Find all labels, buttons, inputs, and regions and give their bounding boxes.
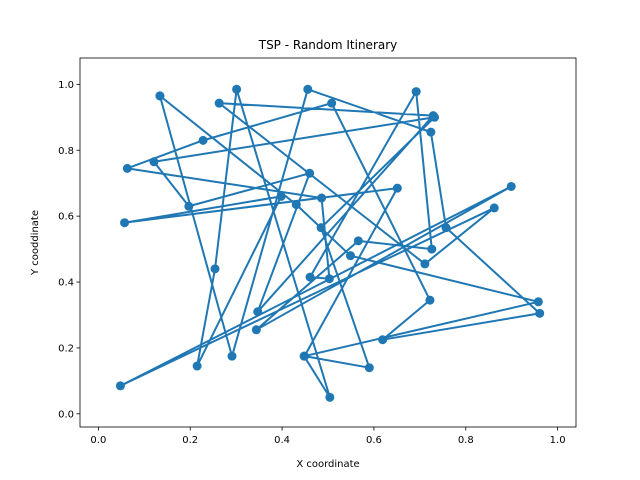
y-tick-label: 1.0 [58, 80, 74, 91]
city-point [411, 87, 421, 97]
city-point [251, 325, 261, 335]
x-tick-label: 0.4 [274, 435, 290, 446]
y-axis-label: Y cooddinate [30, 210, 41, 276]
plot-frame [79, 57, 577, 428]
city-point [506, 181, 516, 191]
city-point [353, 236, 363, 246]
city-point [253, 307, 263, 317]
series-layer [115, 84, 545, 402]
city-point [155, 91, 165, 101]
city-point [184, 201, 194, 211]
city-point [392, 183, 402, 193]
city-point [210, 264, 220, 274]
y-axis-ticks: 0.0 0.2 0.4 0.6 0.8 1.0 [58, 80, 80, 420]
city-point [430, 112, 440, 122]
y-tick-label: 0.4 [58, 278, 74, 289]
itinerary-line [119, 88, 541, 399]
city-point [441, 223, 451, 233]
city-point [324, 274, 334, 284]
x-tick-label: 0.2 [182, 435, 198, 446]
city-point [122, 163, 132, 173]
city-point [198, 135, 208, 145]
city-point [214, 98, 224, 108]
x-tick-label: 1.0 [550, 435, 566, 446]
city-point [232, 84, 242, 94]
city-point [149, 157, 159, 167]
y-tick-label: 0.2 [58, 343, 74, 354]
city-point [299, 351, 309, 361]
city-point [364, 363, 374, 373]
x-tick-label: 0.6 [366, 435, 382, 446]
x-tick-label: 0.8 [458, 435, 474, 446]
city-point [317, 193, 327, 203]
city-point [420, 259, 430, 269]
city-point [489, 203, 499, 213]
city-point [533, 297, 543, 307]
chart-title: TSP - Random Itinerary [258, 38, 398, 52]
x-axis-ticks: 0.0 0.2 0.4 0.6 0.8 1.0 [90, 427, 566, 446]
city-point [427, 244, 437, 254]
city-point [316, 223, 326, 233]
y-tick-label: 0.6 [58, 212, 74, 223]
city-point [115, 381, 125, 391]
city-point [346, 251, 355, 261]
city-point [120, 218, 130, 228]
city-point [291, 200, 301, 210]
city-point [227, 351, 237, 361]
x-tick-label: 0.0 [90, 435, 106, 446]
city-point [276, 191, 286, 201]
city-point [378, 335, 388, 345]
city-point [305, 168, 315, 178]
x-axis-label: X coordinate [296, 459, 359, 470]
city-point [426, 127, 436, 137]
y-tick-label: 0.0 [58, 409, 74, 420]
city-point [425, 295, 435, 305]
plot-area [80, 58, 576, 427]
city-point [327, 98, 337, 108]
city-point [305, 272, 315, 282]
y-tick-label: 0.8 [58, 146, 74, 157]
city-point [325, 392, 335, 402]
city-point [192, 361, 202, 371]
city-point [535, 308, 545, 318]
city-point [303, 84, 313, 94]
